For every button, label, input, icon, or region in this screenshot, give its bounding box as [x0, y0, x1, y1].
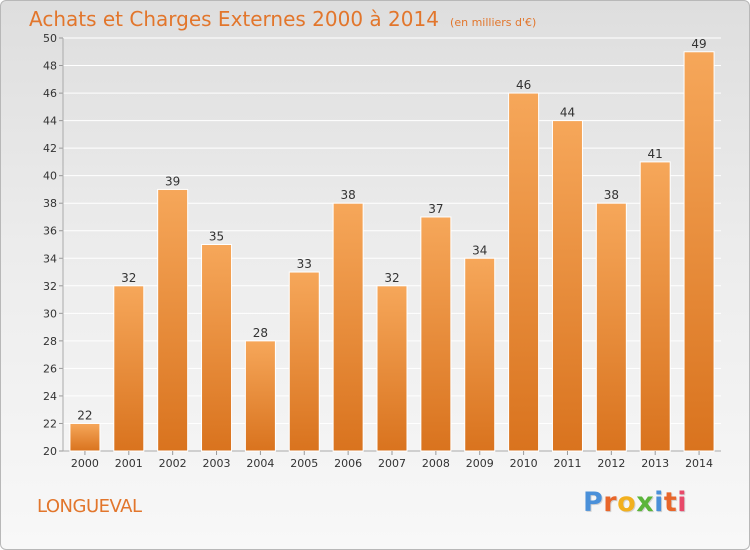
chart-title-text: Achats et Charges Externes 2000 à 2014 — [29, 7, 439, 31]
y-tick-label: 48 — [43, 60, 57, 73]
bar — [639, 161, 671, 452]
bar — [551, 120, 583, 452]
bar-value-label: 22 — [77, 408, 92, 422]
x-tick-label: 2012 — [597, 457, 625, 470]
bar — [420, 216, 452, 452]
bar-value-label: 34 — [472, 243, 487, 257]
x-tick-label: 2000 — [71, 457, 99, 470]
bar-value-label: 32 — [121, 271, 136, 285]
y-tick-label: 50 — [43, 32, 57, 45]
y-tick-label: 30 — [43, 307, 57, 320]
bar-value-label: 41 — [648, 147, 663, 161]
x-tick-label: 2002 — [159, 457, 187, 470]
place-name: LONGUEVAL — [37, 496, 142, 517]
bar — [683, 51, 715, 452]
x-tick-label: 2014 — [685, 457, 713, 470]
bar — [244, 340, 276, 452]
bar-value-label: 46 — [516, 78, 531, 92]
bar-value-label: 38 — [604, 188, 619, 202]
x-tick-label: 2003 — [203, 457, 231, 470]
brand-letter: r — [603, 487, 618, 518]
x-tick-label: 2011 — [553, 457, 581, 470]
x-tick-label: 2004 — [246, 457, 274, 470]
x-tick-label: 2009 — [466, 457, 494, 470]
y-tick-label: 20 — [43, 445, 57, 458]
bar-value-label: 39 — [165, 174, 180, 188]
bar — [376, 285, 408, 452]
bar-value-label: 44 — [560, 106, 575, 120]
bar-value-label: 28 — [253, 326, 268, 340]
y-tick-label: 26 — [43, 362, 57, 375]
y-tick-label: 36 — [43, 225, 57, 238]
brand-letter: o — [617, 487, 637, 518]
brand-letter: x — [636, 487, 655, 518]
y-tick-label: 42 — [43, 142, 57, 155]
bar — [508, 92, 540, 452]
y-tick-label: 32 — [43, 280, 57, 293]
bar-value-label: 35 — [209, 230, 224, 244]
x-tick-label: 2006 — [334, 457, 362, 470]
y-tick-label: 28 — [43, 335, 57, 348]
y-tick-label: 38 — [43, 197, 57, 210]
bar-value-label: 37 — [428, 202, 443, 216]
bar — [201, 244, 233, 452]
bar — [595, 202, 627, 452]
y-tick-label: 34 — [43, 252, 57, 265]
x-tick-label: 2001 — [115, 457, 143, 470]
x-tick-label: 2013 — [641, 457, 669, 470]
chart-unit-text: (en milliers d'€) — [450, 16, 537, 29]
bar — [69, 422, 101, 452]
x-tick-label: 2005 — [290, 457, 318, 470]
bar — [332, 202, 364, 452]
brand-logo: Proxiti — [583, 487, 687, 518]
bar-value-label: 38 — [340, 188, 355, 202]
y-tick-label: 24 — [43, 390, 57, 403]
bar-value-label: 33 — [297, 257, 312, 271]
bar — [464, 257, 496, 452]
y-tick-label: 44 — [43, 115, 57, 128]
brand-letter: i — [677, 487, 688, 518]
brand-letter: i — [654, 487, 664, 518]
brand-letter: P — [583, 487, 604, 518]
bar-value-label: 49 — [691, 37, 706, 51]
x-tick-label: 2010 — [510, 457, 538, 470]
y-tick-label: 22 — [43, 417, 57, 430]
brand-letter: t — [663, 487, 678, 518]
bar-value-label: 32 — [384, 271, 399, 285]
chart-title: Achats et Charges Externes 2000 à 2014 (… — [29, 7, 536, 31]
bar — [157, 188, 189, 452]
y-tick-label: 46 — [43, 87, 57, 100]
y-tick-label: 40 — [43, 170, 57, 183]
x-tick-label: 2008 — [422, 457, 450, 470]
bar — [113, 285, 145, 452]
x-tick-label: 2007 — [378, 457, 406, 470]
bar — [288, 271, 320, 452]
